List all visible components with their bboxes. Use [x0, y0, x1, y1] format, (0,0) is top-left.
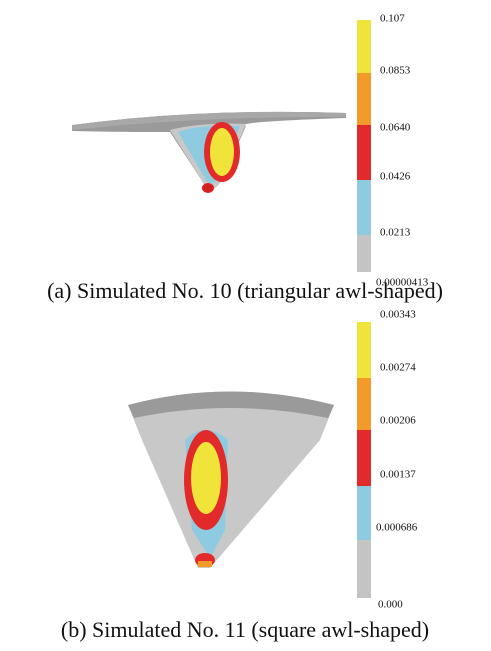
legend-label: 0.00343: [380, 309, 416, 321]
caption: (b) Simulated No. 11 (square awl-shaped): [61, 617, 429, 642]
model-b: [128, 392, 334, 569]
legend-label: 0.0213: [380, 227, 411, 239]
legend-label: 0.0853: [380, 65, 411, 77]
legend-label: 0.000686: [376, 522, 418, 534]
legend-label: 0.0640: [380, 122, 411, 134]
legend-label: 0.107: [380, 13, 405, 25]
figure: 0.1070.08530.06400.04260.02130.00000413(…: [0, 0, 491, 651]
legend-label: 0.0426: [380, 171, 411, 183]
legend-b: [357, 322, 371, 598]
legend-label: 0.00274: [380, 362, 416, 374]
caption: (a) Simulated No. 10 (triangular awl-sha…: [47, 278, 443, 303]
legend-label: 0.000: [378, 599, 403, 611]
model-a: [72, 112, 346, 193]
legend-a: [357, 20, 371, 272]
legend-label: 0.00206: [380, 415, 416, 427]
labels: 0.1070.08530.06400.04260.02130.00000413(…: [47, 13, 443, 643]
legend-label: 0.00137: [380, 469, 416, 481]
